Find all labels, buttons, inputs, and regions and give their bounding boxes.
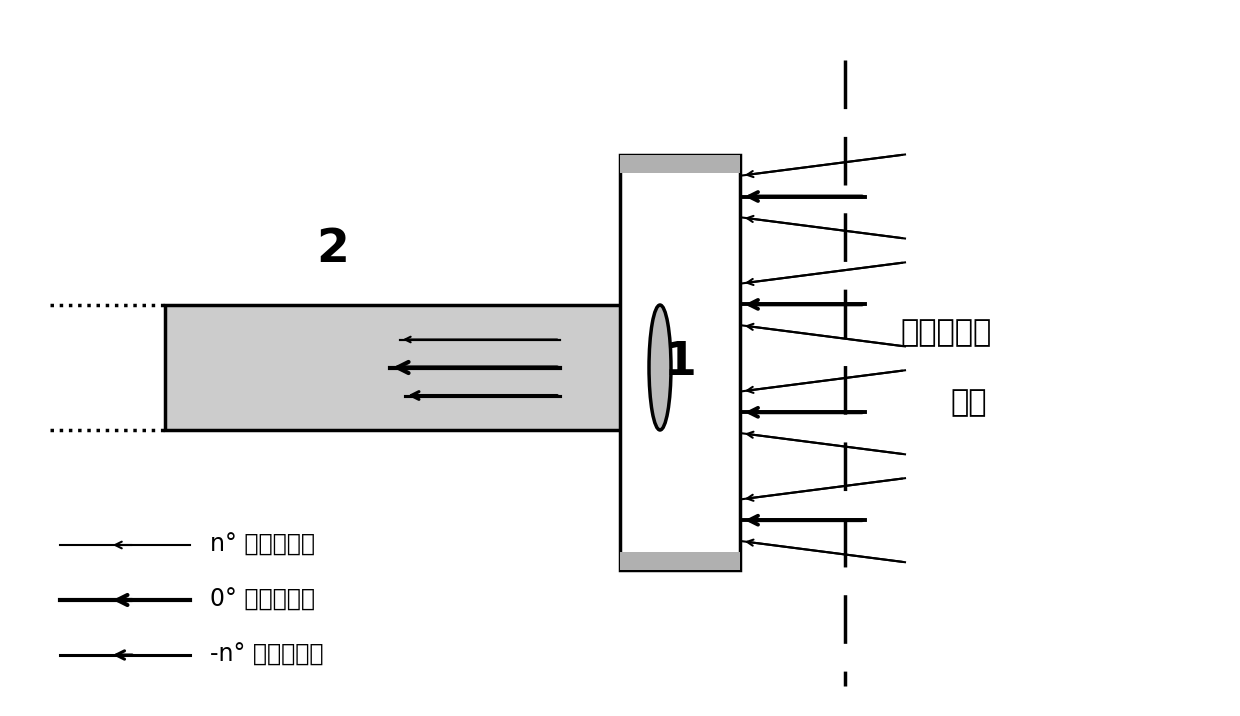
Ellipse shape: [649, 305, 671, 430]
Text: 1: 1: [663, 340, 697, 385]
Text: n° 方位角光束: n° 方位角光束: [210, 533, 315, 557]
Bar: [165, 305, 660, 430]
Text: 宽视场激光: 宽视场激光: [900, 318, 991, 347]
Text: 0° 方位角光束: 0° 方位角光束: [210, 588, 315, 612]
Bar: [620, 155, 740, 173]
Bar: [620, 552, 740, 570]
Text: -n° 方位角光束: -n° 方位角光束: [210, 643, 324, 667]
Text: 信号: 信号: [950, 388, 987, 417]
Text: 2: 2: [316, 228, 348, 273]
Bar: [620, 155, 740, 570]
